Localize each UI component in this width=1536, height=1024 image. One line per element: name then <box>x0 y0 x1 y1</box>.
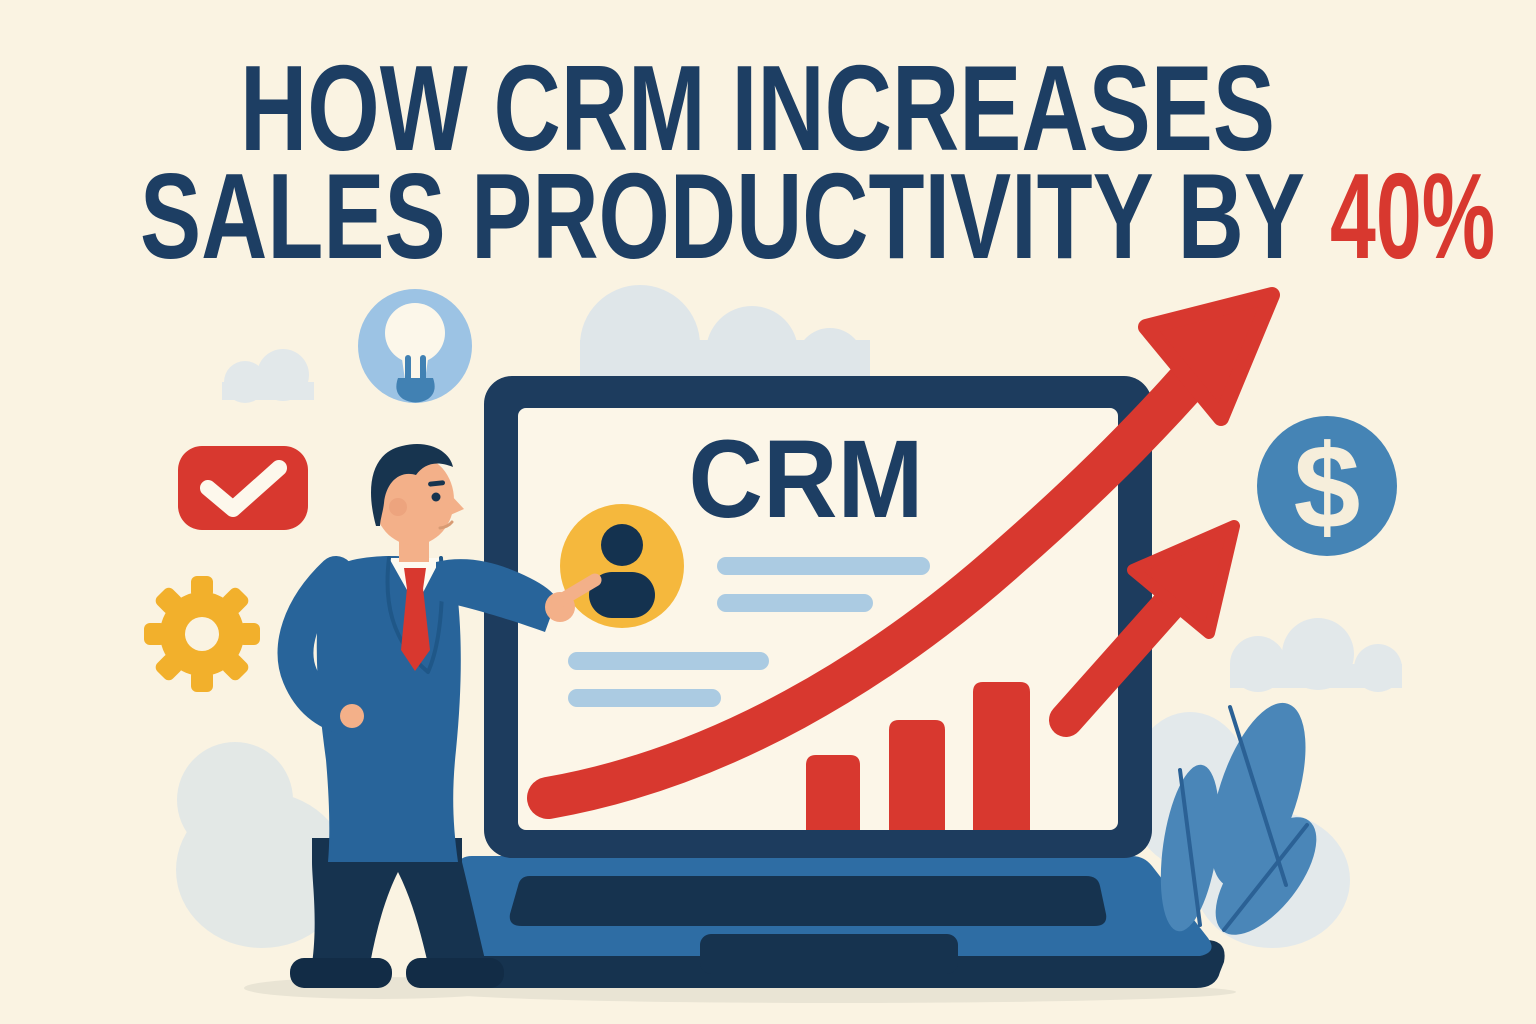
eyebrow <box>428 480 446 487</box>
gear-icon <box>144 576 260 692</box>
crm-label: CRM <box>689 418 924 541</box>
trousers <box>312 838 486 964</box>
pointing-finger <box>551 573 602 609</box>
check-badge <box>178 446 308 530</box>
laptop-screen <box>518 408 1118 830</box>
arm-on-hip <box>277 556 366 736</box>
laptop-keyboard <box>509 876 1107 926</box>
nose <box>448 494 464 516</box>
growth-arrowhead <box>1138 287 1280 426</box>
avatar-body <box>589 572 655 618</box>
eye <box>431 492 441 502</box>
laptop-trackpad <box>700 934 958 974</box>
cloud-blob-behind-man <box>176 742 348 948</box>
dollar-symbol: $ <box>1294 420 1361 554</box>
laptop: CRM <box>430 376 1225 988</box>
dollar-coin-icon: $ <box>1257 416 1397 556</box>
cloud-right-middle <box>1230 618 1402 692</box>
title-line-2: SALES PRODUCTIVITY BY <box>140 148 1305 284</box>
plant <box>1160 702 1317 935</box>
text-placeholder-lines <box>568 557 930 707</box>
tie <box>401 568 430 671</box>
coin-circle <box>1257 416 1397 556</box>
plant-leaf-veins <box>1178 705 1309 932</box>
pointing-arm <box>436 559 557 632</box>
hand-on-hip <box>340 704 364 728</box>
businessman <box>277 444 602 988</box>
growth-arrow-icon <box>527 287 1280 819</box>
headline: HOW CRM INCREASES SALES PRODUCTIVITY BY … <box>140 40 1495 284</box>
check-glyph <box>200 460 287 517</box>
secondary-arrowhead <box>1127 520 1240 639</box>
cloud-top-middle <box>580 285 870 405</box>
bulb-glass <box>385 303 445 363</box>
hair <box>371 444 453 526</box>
secondary-arrow-shaft <box>1049 575 1197 737</box>
growth-curve <box>527 341 1226 819</box>
shoe-left <box>290 958 392 988</box>
bulb-base <box>396 378 435 403</box>
ear <box>389 498 407 516</box>
secondary-arrow-icon <box>1049 520 1240 737</box>
user-avatar-icon <box>560 504 684 628</box>
title-line-1: HOW CRM INCREASES <box>240 40 1275 176</box>
mouth <box>438 520 454 530</box>
avatar-head <box>601 524 643 566</box>
title-highlight-40-percent: 40% <box>1330 148 1495 284</box>
bar-chart-icon <box>806 682 1030 830</box>
cloud-small-left <box>222 349 314 403</box>
shoe-right <box>406 958 504 988</box>
gear-hole <box>185 617 219 651</box>
lightbulb-icon <box>358 289 472 403</box>
checkmark-icon <box>178 446 308 530</box>
